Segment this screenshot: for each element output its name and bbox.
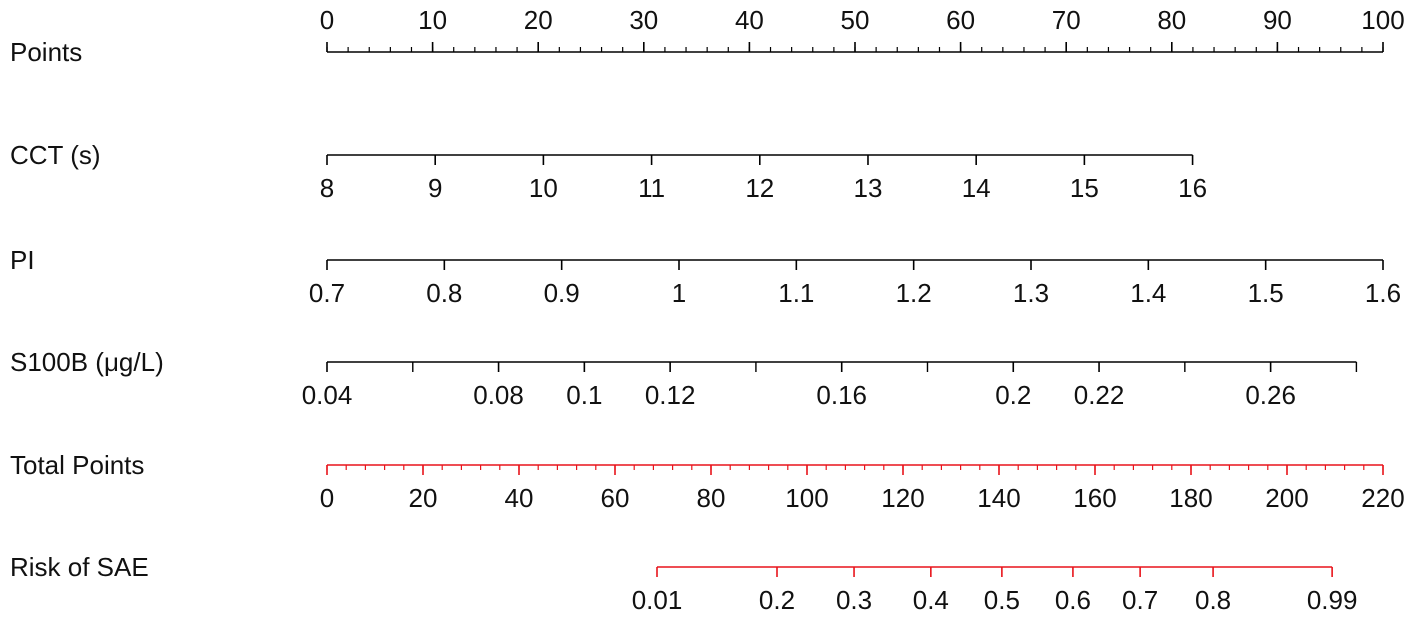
tick-label: 0.8 [1195, 585, 1231, 615]
tick-label: 0.7 [309, 278, 345, 308]
tick-label: 1.2 [896, 278, 932, 308]
tick-label: 1.5 [1248, 278, 1284, 308]
tick-label: 9 [428, 173, 442, 203]
tick-label: 140 [977, 483, 1020, 513]
tick-label: 14 [962, 173, 991, 203]
tick-label: 0.2 [759, 585, 795, 615]
tick-label: 0.26 [1245, 380, 1296, 410]
tick-label: 0.7 [1122, 585, 1158, 615]
tick-label: 60 [601, 483, 630, 513]
tick-label: 20 [409, 483, 438, 513]
tick-label: 80 [1157, 5, 1186, 35]
tick-label: 220 [1361, 483, 1404, 513]
tick-label: 0.6 [1055, 585, 1091, 615]
tick-label: 80 [697, 483, 726, 513]
tick-label: 1.6 [1365, 278, 1401, 308]
tick-label: 180 [1169, 483, 1212, 513]
tick-label: 10 [529, 173, 558, 203]
tick-label: 100 [1361, 5, 1404, 35]
tick-label: 0.8 [426, 278, 462, 308]
tick-label: 11 [638, 173, 665, 203]
tick-label: 10 [418, 5, 447, 35]
tick-label: 20 [524, 5, 553, 35]
tick-label: 0 [320, 483, 334, 513]
tick-label: 0.1 [566, 380, 602, 410]
row-label: Points [10, 37, 82, 67]
tick-label: 0.12 [645, 380, 696, 410]
tick-label: 12 [745, 173, 774, 203]
tick-label: 0.9 [544, 278, 580, 308]
tick-label: 0.5 [984, 585, 1020, 615]
tick-label: 100 [785, 483, 828, 513]
tick-label: 15 [1070, 173, 1099, 203]
row-label: S100B (μg/L) [10, 347, 164, 377]
tick-label: 0 [320, 5, 334, 35]
tick-label: 0.16 [816, 380, 867, 410]
tick-label: 0.3 [836, 585, 872, 615]
tick-label: 90 [1263, 5, 1292, 35]
tick-label: 160 [1073, 483, 1116, 513]
tick-label: 1.3 [1013, 278, 1049, 308]
tick-label: 13 [854, 173, 883, 203]
tick-label: 16 [1178, 173, 1207, 203]
row-label: Risk of SAE [10, 552, 149, 582]
tick-label: 40 [505, 483, 534, 513]
tick-label: 1.1 [778, 278, 814, 308]
tick-label: 40 [735, 5, 764, 35]
tick-label: 200 [1265, 483, 1308, 513]
tick-label: 120 [881, 483, 924, 513]
tick-label: 30 [629, 5, 658, 35]
tick-label: 50 [841, 5, 870, 35]
tick-label: 0.01 [632, 585, 683, 615]
tick-label: 0.2 [995, 380, 1031, 410]
tick-label: 0.22 [1074, 380, 1125, 410]
row-label: Total Points [10, 450, 144, 480]
tick-label: 1 [672, 278, 686, 308]
tick-label: 60 [946, 5, 975, 35]
row-label: PI [10, 245, 35, 275]
tick-label: 0.4 [913, 585, 949, 615]
row-label: CCT (s) [10, 140, 101, 170]
tick-label: 0.08 [473, 380, 524, 410]
tick-label: 1.4 [1130, 278, 1166, 308]
tick-label: 0.04 [302, 380, 353, 410]
tick-label: 0.99 [1307, 585, 1358, 615]
tick-label: 70 [1052, 5, 1081, 35]
tick-label: 8 [320, 173, 334, 203]
